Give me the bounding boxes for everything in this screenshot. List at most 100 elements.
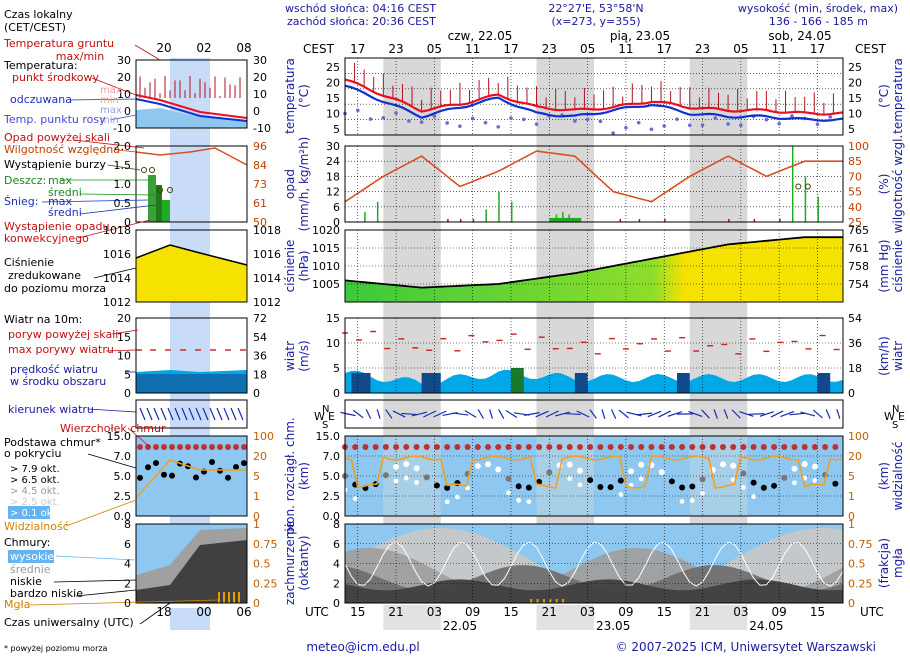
fog-bar xyxy=(536,599,539,603)
night-band xyxy=(383,605,441,630)
temp-tick: 10 xyxy=(848,107,862,120)
cloud-top-dot xyxy=(587,444,594,450)
pressure-tick: 1020 xyxy=(312,224,340,237)
legend-dew: Temp. punktu rosy xyxy=(3,113,106,126)
cloud-top-dot xyxy=(597,444,604,450)
cloud-top-dot xyxy=(760,444,767,450)
legend-local-time: Czas lokalny xyxy=(4,8,73,21)
legend-precip-tick: 0 xyxy=(124,216,131,229)
legend-pressure: Ciśnienie xyxy=(4,256,54,269)
cloud-base-dot xyxy=(403,461,410,468)
legend-cloud-base-dot xyxy=(209,459,215,466)
conv-mark xyxy=(753,219,756,222)
legend-cover-tick: 4 xyxy=(124,558,131,571)
cloud-top-dot xyxy=(546,444,553,450)
bottom-hour-label: 15 xyxy=(657,605,672,619)
legend-temp-title: Temperatura: xyxy=(3,59,78,72)
legend-wind-direction-arrow xyxy=(202,407,209,421)
humidity-tick: 40 xyxy=(848,201,862,214)
compass-s: S xyxy=(892,420,898,431)
legend-cloud-base: Podstawa chmur* xyxy=(4,436,101,449)
wind-dark-area xyxy=(428,373,441,393)
wind-direction-arrow xyxy=(836,409,841,419)
wind-direction-arrow xyxy=(489,409,493,419)
legend-precip-tick: 84 xyxy=(253,159,267,172)
fog-ylabel: (frakcja) xyxy=(877,538,891,588)
fog-bar xyxy=(549,599,552,603)
temp-tick: 5 xyxy=(848,123,855,136)
day-label: pią, 23.05 xyxy=(610,29,670,43)
elevation-label: wysokość (min, środek, max) xyxy=(738,2,898,15)
legend-storm-mark xyxy=(149,167,155,173)
legend-temp-feel: odczuwana xyxy=(10,93,72,106)
rain-bar xyxy=(817,196,819,222)
rain-bar xyxy=(511,201,513,222)
legend-cloud-mid: średnie xyxy=(10,563,51,576)
legend-fog: Mgła xyxy=(4,598,30,611)
temp-tick: 25 xyxy=(848,61,862,74)
legend-pressure: do poziomu morza xyxy=(4,282,106,295)
cloud-top-dot xyxy=(781,444,788,450)
dew-point xyxy=(790,114,794,118)
temp-tick: 20 xyxy=(848,77,862,90)
cloud-base-dot xyxy=(668,478,675,485)
top-hour-label: 17 xyxy=(503,42,518,56)
legend-cloud-top-dot xyxy=(201,444,207,450)
legend-cover-tick: 8 xyxy=(124,518,131,531)
cloud-top-dot xyxy=(423,444,430,450)
legend-cloud-top: Wierzchołek chmur xyxy=(60,422,166,435)
cloud-tick: 2.5 xyxy=(323,490,341,503)
cloud-base-dot xyxy=(760,484,767,491)
fog-tick: 0 xyxy=(848,597,855,610)
legend-night-band xyxy=(170,608,210,630)
legend-rain-bar xyxy=(156,185,162,222)
legend-precip-tick: 73 xyxy=(253,178,267,191)
conv-mark xyxy=(728,219,730,222)
cloud-top-dot xyxy=(811,444,818,450)
pressure-line xyxy=(344,236,843,289)
legend-storm: Wystąpienie burzy xyxy=(4,158,106,171)
cloud-base-dot xyxy=(393,463,400,470)
top-hour-label: 23 xyxy=(388,42,403,56)
legend-soil-temp: max/min xyxy=(56,50,104,63)
cloud-base-dot xyxy=(689,498,695,503)
legend-pressure: zredukowane xyxy=(8,269,81,282)
cloud-top-dot xyxy=(566,444,573,450)
cloud-base-dot xyxy=(352,496,358,502)
fog-tick: 0.5 xyxy=(848,558,866,571)
legend-cloud-tick: 0 xyxy=(253,510,260,523)
wind-area xyxy=(345,369,843,393)
dew-point xyxy=(509,116,513,120)
conv-mark xyxy=(447,219,449,222)
bottom-hour-label: 15 xyxy=(503,605,518,619)
elevation-values: 136 - 166 - 185 m xyxy=(769,15,868,28)
visibility-tick: 100 xyxy=(848,430,869,443)
legend-cloud-top-dot xyxy=(217,444,223,450)
legend-temp-tick: 30 xyxy=(253,54,267,67)
wind-dark-area xyxy=(511,368,524,393)
legend-cloud-top-dot xyxy=(233,444,239,450)
precip-tick: 30 xyxy=(326,140,340,153)
temp-tick: 20 xyxy=(326,77,340,90)
cloud-base-dot xyxy=(730,462,737,469)
cloud-base-dot xyxy=(495,466,502,473)
pressure-panel xyxy=(344,229,844,303)
wind-direction-arrow xyxy=(780,410,795,418)
legend-wind-direction: kierunek wiatru xyxy=(8,403,94,416)
top-hour-label: 11 xyxy=(618,42,633,56)
cloud-base-dot xyxy=(679,499,685,504)
bottom-hour-label: 09 xyxy=(618,605,633,619)
temp-ylabel: temperatura xyxy=(891,58,905,134)
legend-cover-tick: 0.5 xyxy=(253,558,271,571)
conv-mark xyxy=(459,219,462,222)
precip-tick: 18 xyxy=(326,170,340,183)
wind-direction-arrow xyxy=(610,409,617,419)
legend-cloud-base-dot xyxy=(137,474,143,481)
wind-direction-arrow xyxy=(423,410,437,418)
legend-precip-panel xyxy=(135,145,248,223)
pressure-tick: 1015 xyxy=(312,242,340,255)
legend-cloud-tick: 7.0 xyxy=(114,450,132,463)
cloud-base-dot xyxy=(567,476,573,482)
wind-direction-arrow xyxy=(385,409,393,419)
pressure-ylabel: (hPa) xyxy=(297,250,311,281)
